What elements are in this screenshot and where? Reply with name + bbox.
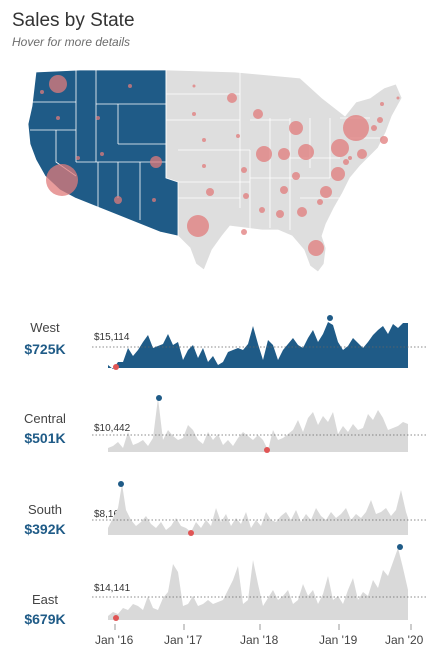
- bubble-montana: [128, 84, 132, 88]
- bubble-tennessee: [280, 186, 288, 194]
- region-name-west: West: [30, 320, 60, 335]
- bubble-delaware: [343, 159, 349, 165]
- bubble-maine: [396, 96, 400, 100]
- bubble-florida: [308, 240, 324, 256]
- south-min-dot: [188, 530, 194, 536]
- region-total-west: $725K: [24, 341, 66, 357]
- bubble-arkansas: [243, 193, 249, 199]
- bubble-georgia: [297, 207, 307, 217]
- south-max-dot: [118, 481, 124, 487]
- ref-label-west: $15,114: [94, 332, 130, 343]
- bubble-alabama: [276, 210, 284, 218]
- bubble-mississippi: [259, 207, 265, 213]
- bubble-new-hampshire: [380, 102, 384, 106]
- bubble-kansas: [202, 164, 206, 168]
- bubble-louisiana: [241, 229, 247, 235]
- bubble-massachusetts: [377, 117, 383, 123]
- bubble-wyoming: [96, 116, 100, 120]
- page-title: Sales by State: [12, 10, 135, 31]
- page-subtitle: Hover for more details: [12, 35, 131, 49]
- bubble-california: [46, 164, 78, 196]
- bubble-colorado: [150, 156, 162, 168]
- bubble-indiana: [278, 148, 290, 160]
- axis-label-2016: Jan '16: [95, 633, 134, 647]
- ref-label-east: $14,141: [94, 583, 131, 594]
- bubble-missouri: [241, 167, 247, 173]
- east-min-dot: [113, 615, 119, 621]
- bubble-south-carolina: [317, 199, 323, 205]
- bubble-nevada: [76, 156, 80, 160]
- axis-label-2017: Jan '17: [164, 633, 203, 647]
- bubble-idaho: [56, 116, 60, 120]
- sparkline-west[interactable]: [92, 315, 426, 370]
- time-axis-ticks: [114, 624, 412, 630]
- bubble-south-dakota: [192, 112, 196, 116]
- bubble-oregon: [40, 90, 44, 94]
- region-name-central: Central: [24, 411, 66, 426]
- bubble-rhode-island: [380, 136, 388, 144]
- axis-label-2019: Jan '19: [319, 633, 358, 647]
- bubble-north-carolina: [320, 186, 332, 198]
- state-bubbles[interactable]: [40, 75, 400, 256]
- sparkline-south[interactable]: [92, 481, 426, 536]
- bubble-virginia: [331, 167, 345, 181]
- west-max-dot: [327, 315, 333, 321]
- region-total-east: $679K: [24, 611, 66, 627]
- bubble-washington: [49, 75, 67, 93]
- bubble-iowa: [236, 134, 240, 138]
- bubble-ohio: [298, 144, 314, 160]
- us-sales-map[interactable]: [0, 58, 431, 280]
- bubble-pennsylvania: [331, 139, 349, 157]
- sparkline-central[interactable]: [92, 395, 426, 453]
- central-max-dot: [156, 395, 162, 401]
- state-borders: [30, 70, 380, 230]
- bubble-minnesota: [227, 93, 237, 103]
- bubble-new-mexico: [152, 198, 156, 202]
- bubble-wisconsin: [253, 109, 263, 119]
- west-min-dot: [113, 364, 119, 370]
- ref-label-central: $10,442: [94, 423, 131, 434]
- central-min-dot: [264, 447, 270, 453]
- bubble-oklahoma: [206, 188, 214, 196]
- axis-label-2018: Jan '18: [240, 633, 279, 647]
- bubble-maryland: [348, 156, 352, 160]
- bubble-utah: [100, 152, 104, 156]
- east-max-dot: [397, 544, 403, 550]
- bubble-new-york: [343, 115, 369, 141]
- bubble-arizona: [114, 196, 122, 204]
- bubble-north-dakota: [192, 84, 196, 88]
- ref-label-south: $8,161: [94, 509, 125, 520]
- sparkline-east[interactable]: [92, 544, 426, 621]
- bubble-connecticut: [371, 125, 377, 131]
- bubble-texas: [187, 215, 209, 237]
- region-name-east: East: [31, 592, 58, 607]
- bubble-illinois: [256, 146, 272, 162]
- region-total-south: $392K: [24, 521, 66, 537]
- bubble-kentucky: [292, 172, 300, 180]
- bubble-nebraska: [202, 138, 206, 142]
- region-name-south: South: [28, 502, 62, 517]
- axis-label-2020: Jan '20: [385, 633, 424, 647]
- bubble-michigan: [289, 121, 303, 135]
- bubble-new-jersey: [357, 149, 367, 159]
- region-total-central: $501K: [24, 430, 66, 446]
